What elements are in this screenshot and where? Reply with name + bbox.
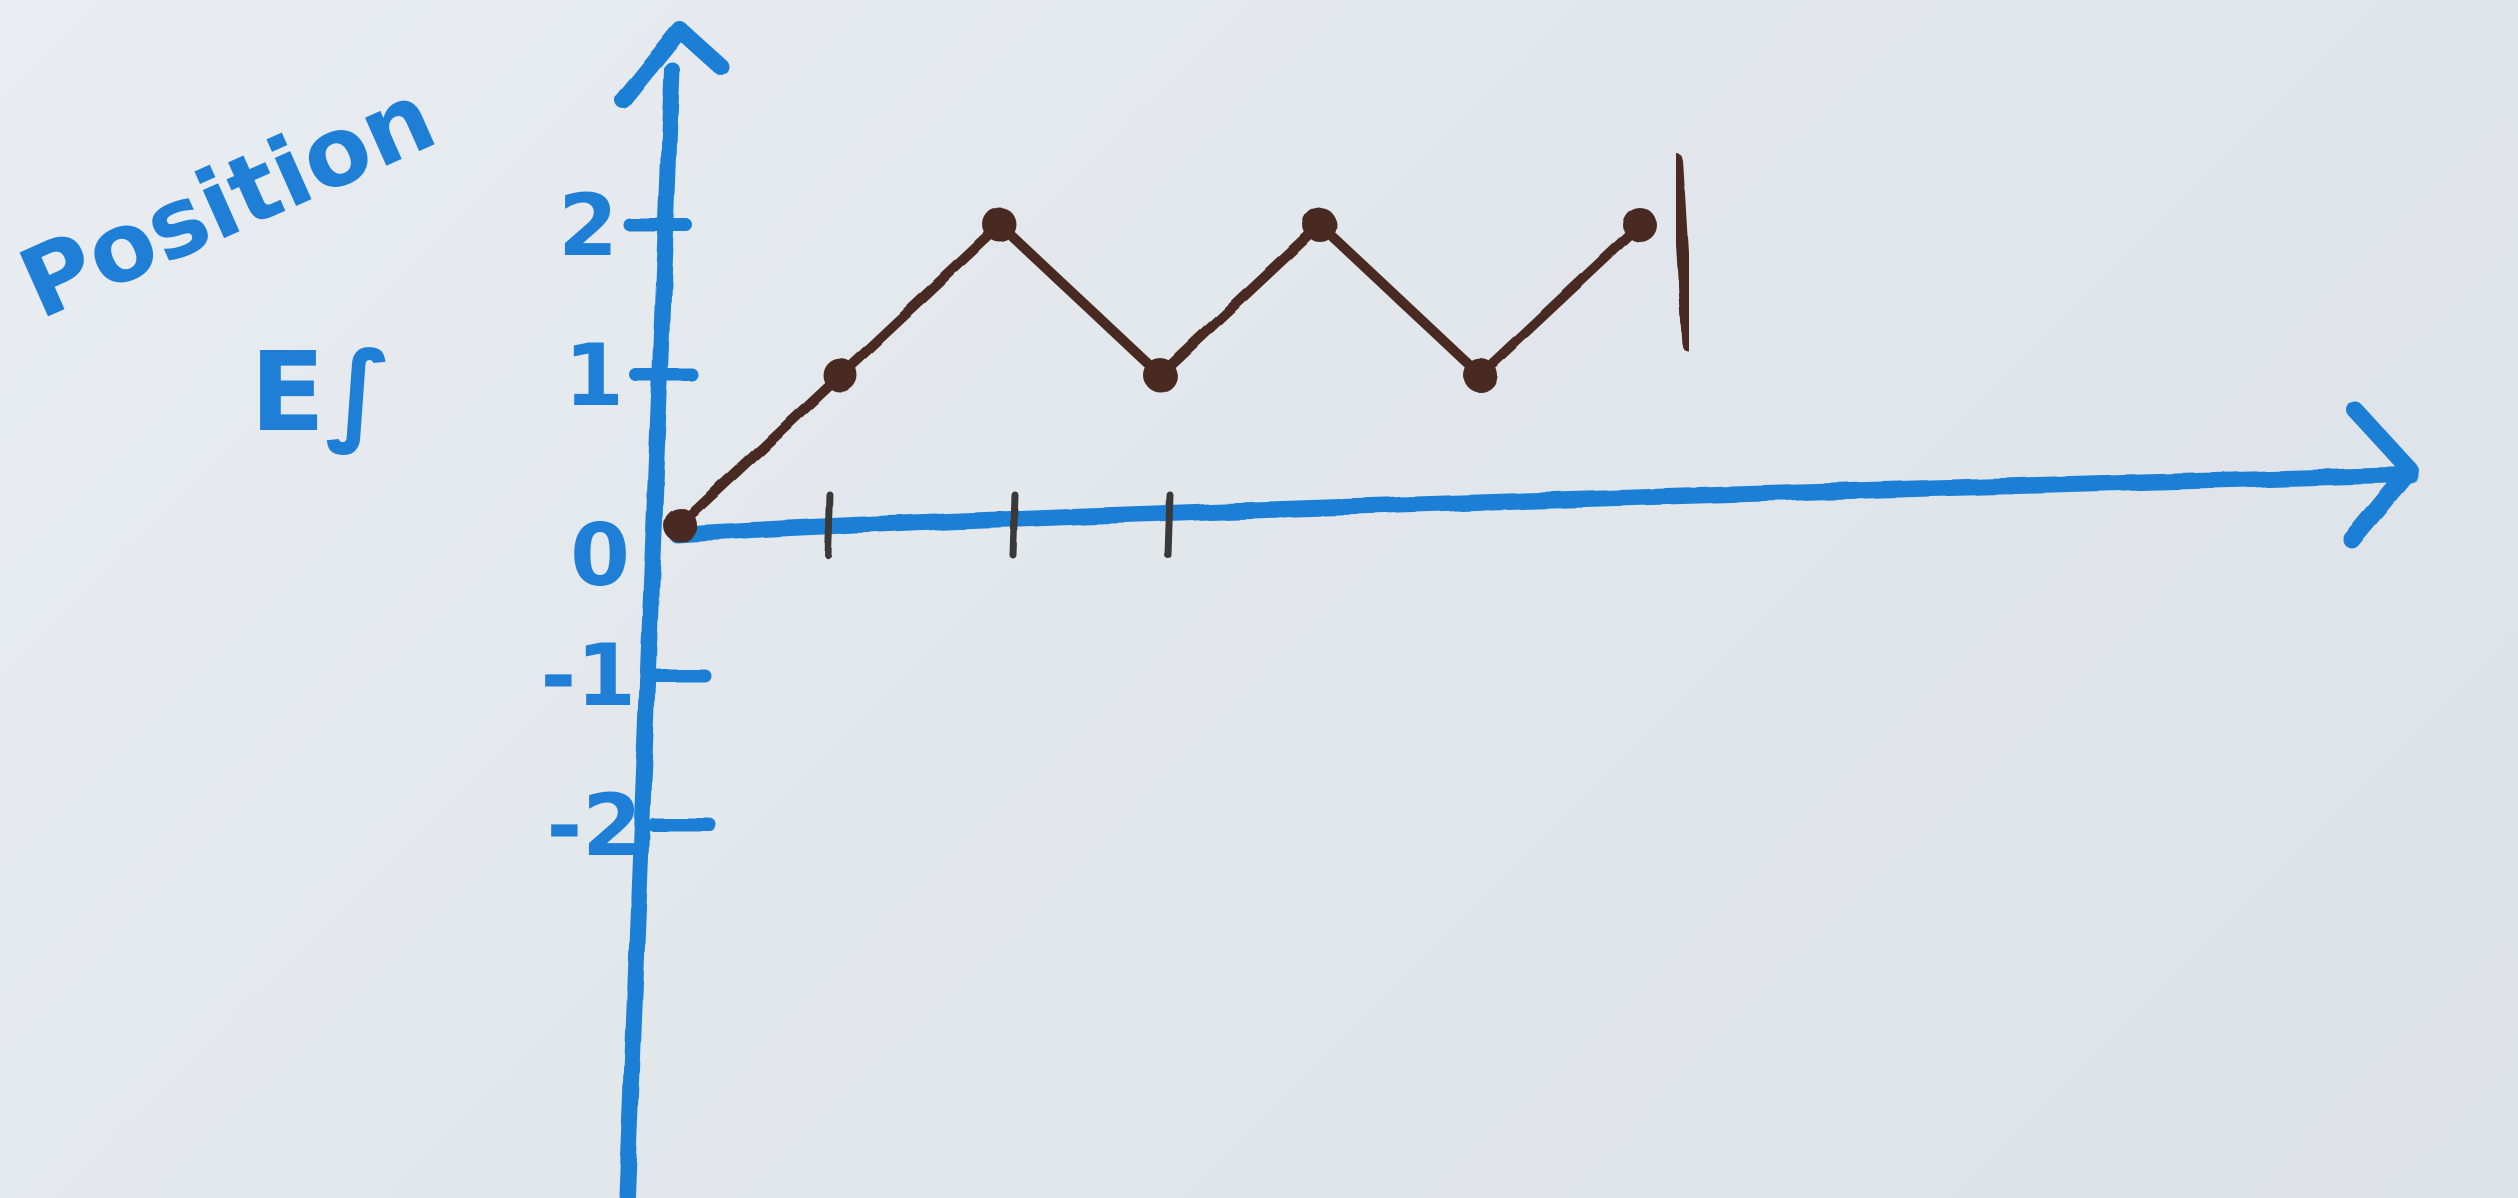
- y-axis-ticks: [623, 218, 717, 832]
- x-tick-1: [824, 491, 834, 559]
- y-tick-label-2: 2: [558, 176, 618, 276]
- data-point-6: [1623, 208, 1657, 242]
- y-axis-line: [619, 62, 680, 1198]
- data-point-0: [663, 508, 697, 542]
- y-tick-label--1: -1: [540, 626, 636, 726]
- series-position: [663, 208, 1657, 542]
- y-tick-label--2: -2: [546, 776, 642, 876]
- data-point-4: [1303, 208, 1337, 242]
- data-point-5: [1463, 358, 1497, 392]
- x-axis-ticks: [824, 491, 1174, 559]
- data-point-3: [1143, 358, 1177, 392]
- axes: [614, 21, 2419, 1198]
- x-tick-3: [1164, 491, 1174, 559]
- data-point-1: [823, 358, 857, 392]
- y-axis-labels: Position E∫ 2 1 0 -1 -2: [4, 60, 642, 876]
- y-tick-label-0: 0: [570, 506, 630, 606]
- x-axis-line: [669, 467, 2418, 543]
- end-marker-annotation: [1671, 154, 1694, 351]
- y-axis-arrowhead: [614, 21, 731, 109]
- y-axis-title: Position: [4, 60, 451, 341]
- data-point-2: [983, 208, 1017, 242]
- y-tick-label-1: 1: [564, 326, 624, 426]
- y-axis-units: E∫: [250, 328, 392, 456]
- x-tick-2: [1009, 491, 1019, 559]
- x-axis-arrowhead: [2343, 401, 2419, 549]
